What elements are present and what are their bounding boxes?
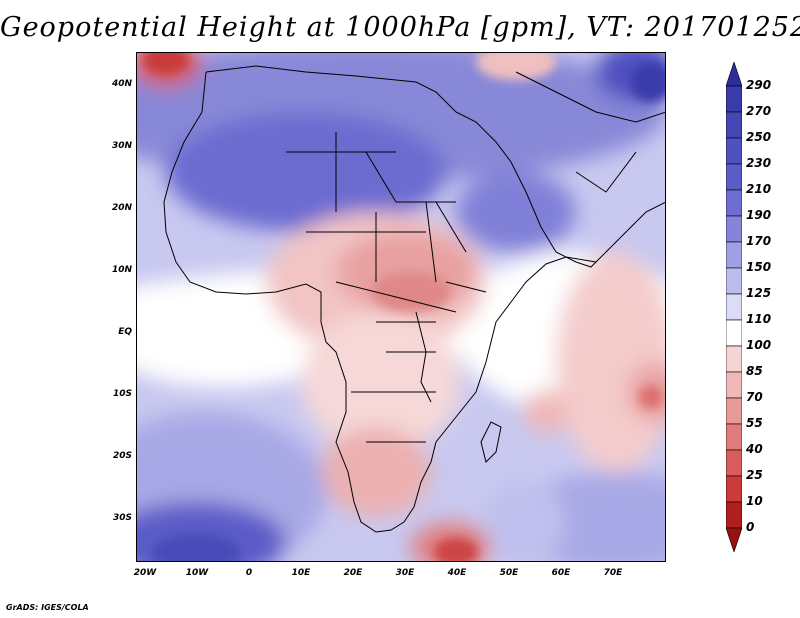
colorbar-segment bbox=[726, 267, 742, 295]
colorbar-label: 10 bbox=[746, 494, 763, 508]
colorbar-segment bbox=[726, 423, 742, 451]
colorbar-segment bbox=[726, 501, 742, 529]
colorbar-segment bbox=[726, 189, 742, 217]
colorbar-label: 100 bbox=[746, 338, 772, 352]
colorbar-segment bbox=[726, 293, 742, 321]
lon-label-0: 0 bbox=[245, 568, 253, 578]
lon-label-20w: 20W bbox=[133, 568, 157, 578]
colorbar-label: 0 bbox=[746, 520, 755, 534]
lon-label-10e: 10E bbox=[291, 568, 311, 578]
lon-label-60e: 60E bbox=[551, 568, 571, 578]
colorbar-label: 190 bbox=[746, 208, 772, 222]
lon-label-30e: 30E bbox=[395, 568, 415, 578]
coastlines bbox=[163, 65, 666, 533]
colorbar-label: 270 bbox=[746, 104, 772, 118]
colorbar-segment bbox=[726, 137, 742, 165]
colorbar-label: 110 bbox=[746, 312, 772, 326]
lon-label-40e: 40E bbox=[447, 568, 467, 578]
colorbar-segment bbox=[726, 319, 742, 347]
lat-label-20n: 20N bbox=[111, 203, 132, 213]
lon-label-20e: 20E bbox=[343, 568, 363, 578]
colorbar-segment bbox=[726, 215, 742, 243]
colorbar-segment bbox=[726, 397, 742, 425]
colorbar-label: 85 bbox=[746, 364, 763, 378]
lat-label-10s: 10S bbox=[112, 389, 132, 399]
colorbar-label: 55 bbox=[746, 416, 763, 430]
colorbar-label: 250 bbox=[746, 130, 772, 144]
colorbar-label: 40 bbox=[746, 442, 763, 456]
colorbar-segment bbox=[726, 163, 742, 191]
lon-label-70e: 70E bbox=[603, 568, 623, 578]
colorbar-label: 230 bbox=[746, 156, 772, 170]
colorbar-segment bbox=[726, 111, 742, 139]
colorbar-label: 170 bbox=[746, 234, 772, 248]
colorbar bbox=[726, 62, 742, 552]
colorbar-label: 125 bbox=[746, 286, 772, 300]
colorbar-bottom-arrow bbox=[726, 527, 742, 552]
colorbar-segment bbox=[726, 449, 742, 477]
colorbar-label: 25 bbox=[746, 468, 763, 482]
lat-label-eq: EQ bbox=[118, 327, 132, 337]
field-accents bbox=[144, 52, 666, 562]
lat-label-30n: 30N bbox=[111, 141, 132, 151]
colorbar-segment bbox=[726, 241, 742, 269]
grads-credit: GrADS: IGES/COLA bbox=[6, 603, 89, 612]
colorbar-label: 210 bbox=[746, 182, 772, 196]
lat-label-20s: 20S bbox=[112, 451, 132, 461]
colorbar-segment bbox=[726, 371, 742, 399]
colorbar-label: 150 bbox=[746, 260, 772, 274]
colorbar-segment bbox=[726, 345, 742, 373]
lat-label-40n: 40N bbox=[111, 79, 132, 89]
map-plot bbox=[136, 52, 666, 562]
lon-label-50e: 50E bbox=[499, 568, 519, 578]
map-title: Geopotential Height at 1000hPa [gpm], VT… bbox=[0, 12, 800, 43]
colorbar-segment bbox=[726, 85, 742, 113]
lat-label-10n: 10N bbox=[111, 265, 132, 275]
colorbar-top-arrow bbox=[726, 62, 742, 87]
lon-label-10w: 10W bbox=[185, 568, 209, 578]
colorbar-segment bbox=[726, 475, 742, 503]
lat-label-30s: 30S bbox=[112, 513, 132, 523]
colorbar-label: 70 bbox=[746, 390, 763, 404]
colorbar-label: 290 bbox=[746, 78, 772, 92]
